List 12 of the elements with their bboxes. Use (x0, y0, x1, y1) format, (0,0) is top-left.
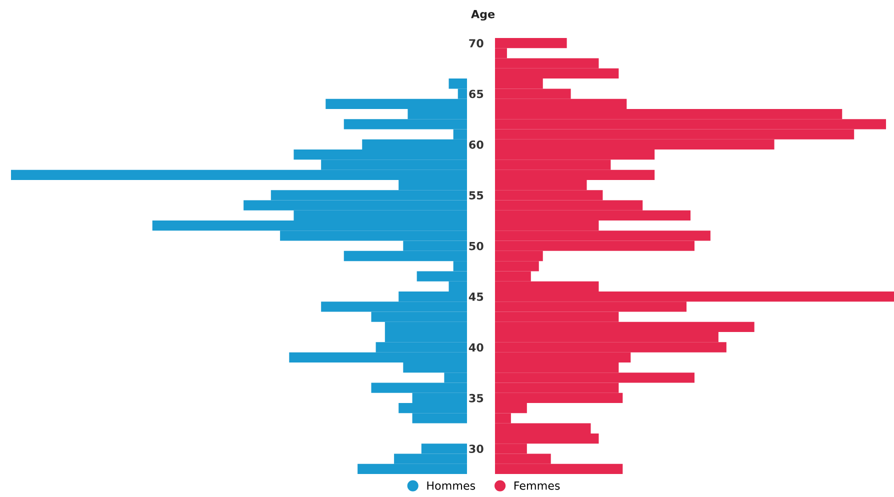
y-tick-label: 45 (468, 292, 484, 301)
y-tick-label: 60 (469, 140, 484, 149)
y-axis-title: Age (471, 10, 495, 21)
y-tick-label: 50 (469, 242, 484, 250)
legend-label: Femmes (514, 482, 560, 490)
y-tick-label: 30 (469, 444, 484, 454)
y-tick-label: 35 (469, 394, 484, 402)
legend-label: Hommes (427, 482, 476, 490)
y-tick-label: 40 (468, 343, 484, 352)
y-tick-label: 55 (469, 191, 484, 200)
y-tick-label: 65 (469, 90, 484, 98)
y-tick-label: 70 (469, 39, 484, 48)
